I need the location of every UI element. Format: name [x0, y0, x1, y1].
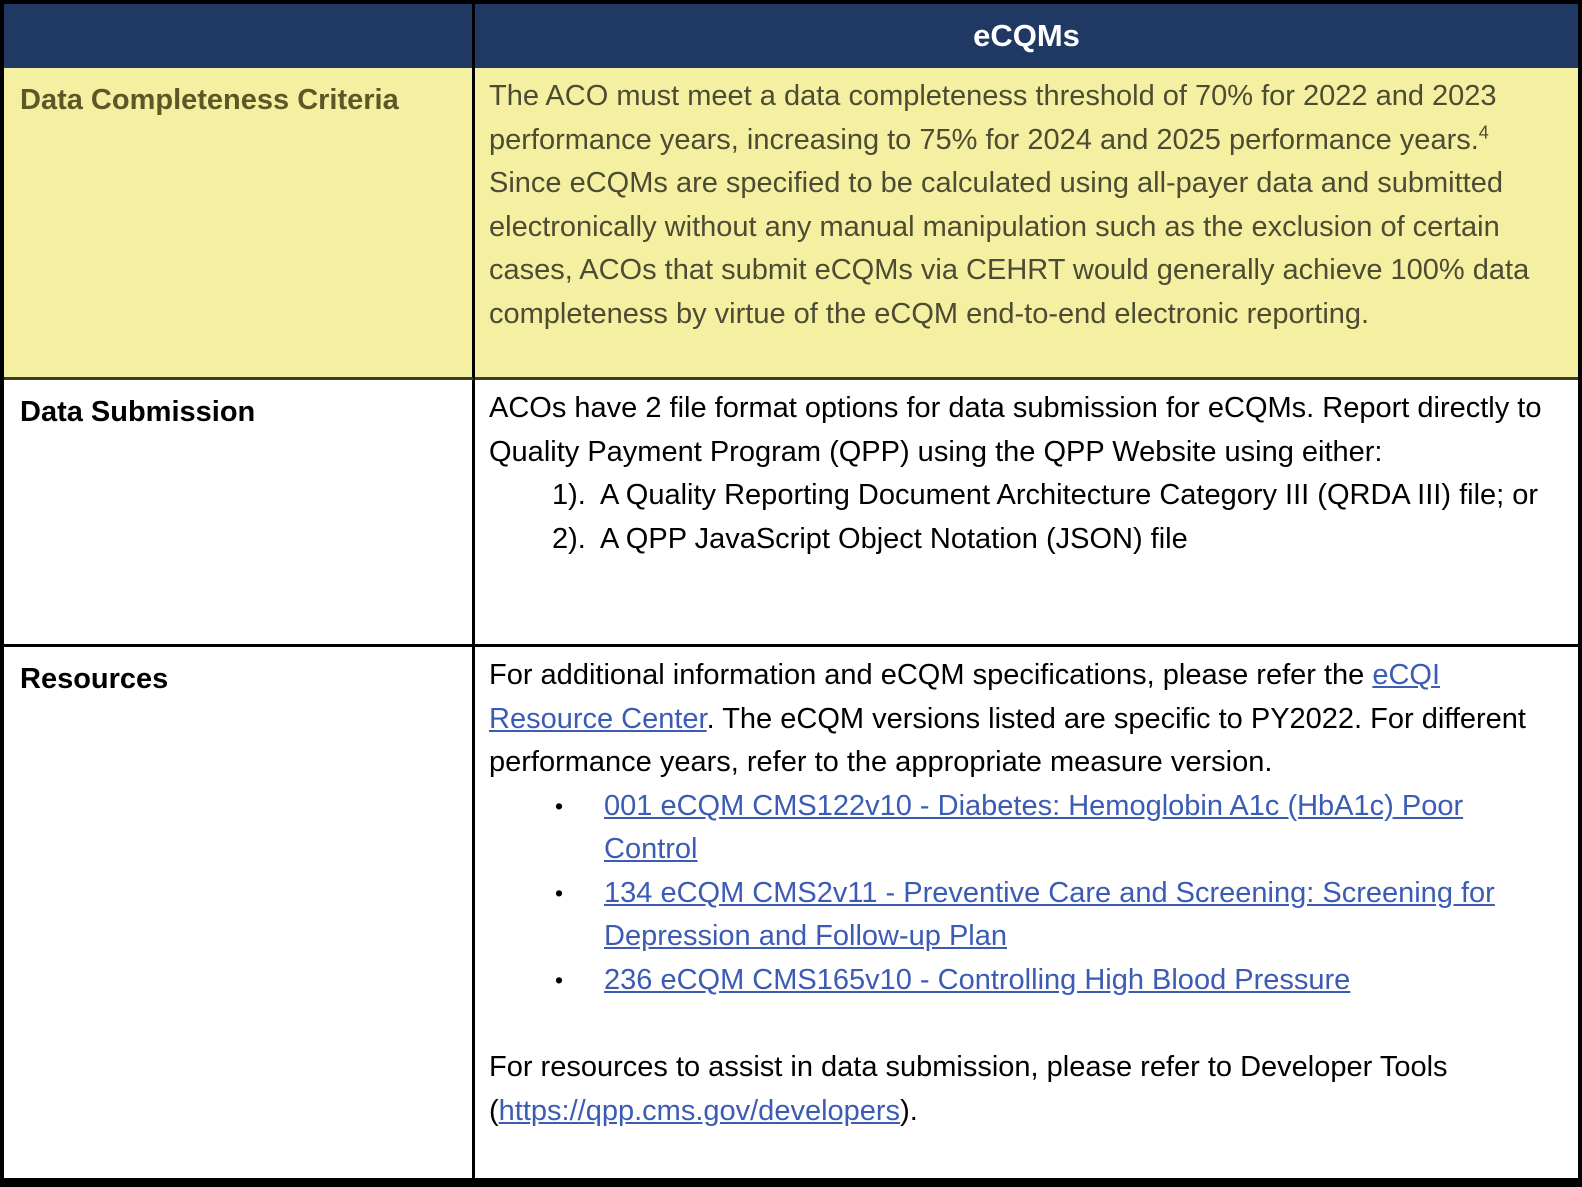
cell-data-completeness-content: The ACO must meet a data completeness th… — [475, 68, 1578, 380]
cell-data-submission-content: ACOs have 2 file format options for data… — [475, 380, 1578, 647]
submission-option-1: 1). A Quality Reporting Document Archite… — [552, 474, 1562, 518]
cell-resources-content: For additional information and eCQM spec… — [475, 647, 1578, 1178]
table-title: eCQMs — [973, 18, 1080, 53]
row-label-data-submission: Data Submission — [4, 380, 475, 647]
bullet-icon: • — [555, 879, 564, 906]
resources-intro-text: For additional information and eCQM spec… — [489, 659, 1373, 691]
measure-list-item: • 134 eCQM CMS2v11 - Preventive Care and… — [555, 872, 1562, 959]
bullet-icon: • — [555, 966, 564, 993]
header-cell-empty — [4, 4, 475, 68]
submission-option-2: 2). A QPP JavaScript Object Notation (JS… — [552, 518, 1562, 562]
option-text: A QPP JavaScript Object Notation (JSON) … — [600, 522, 1188, 555]
submission-intro: ACOs have 2 file format options for data… — [489, 392, 1542, 468]
resources-intro-text-continued: . The eCQM versions listed are specific … — [489, 702, 1526, 779]
resources-outro-text-continued: ). — [900, 1094, 918, 1127]
developer-tools-link[interactable]: https://qpp.cms.gov/developers — [498, 1094, 901, 1127]
measure-list-item: • 236 eCQM CMS165v10 - Controlling High … — [555, 959, 1562, 1003]
completeness-paragraph: The ACO must meet a data completeness th… — [489, 75, 1562, 336]
measure-link-cms165v10[interactable]: 236 eCQM CMS165v10 - Controlling High Bl… — [604, 963, 1351, 996]
resources-intro: For additional information and eCQM spec… — [489, 654, 1562, 785]
bullet-icon: • — [555, 792, 564, 819]
option-number: 1). — [552, 479, 586, 511]
option-number: 2). — [552, 522, 586, 555]
measure-list-item: • 001 eCQM CMS122v10 - Diabetes: Hemoglo… — [555, 785, 1562, 872]
measure-link-cms122v10[interactable]: 001 eCQM CMS122v10 - Diabetes: Hemoglobi… — [604, 789, 1464, 866]
row-label-resources: Resources — [4, 647, 475, 1178]
resources-outro-text: For resources to assist in data submissi… — [489, 1051, 1448, 1127]
measure-link-cms2v11[interactable]: 134 eCQM CMS2v11 - Preventive Care and S… — [604, 876, 1495, 953]
row-label-text: Data Completeness Criteria — [20, 84, 399, 116]
blank-line — [489, 1002, 1562, 1046]
option-text: A Quality Reporting Document Architectur… — [600, 479, 1539, 511]
resources-outro: For resources to assist in data submissi… — [489, 1046, 1562, 1133]
completeness-text-continued: Since eCQMs are specified to be calculat… — [489, 167, 1530, 330]
row-label-text: Resources — [20, 663, 169, 695]
completeness-text: The ACO must meet a data completeness th… — [489, 80, 1497, 156]
row-label-data-completeness-criteria: Data Completeness Criteria — [4, 68, 475, 380]
header-cell-ecqms: eCQMs — [475, 4, 1578, 68]
footnote-4-marker: 4 — [1478, 121, 1489, 142]
ecqi-resource-center-link[interactable]: eCQI Resource Center — [489, 659, 1441, 735]
row-label-text: Data Submission — [20, 396, 256, 428]
